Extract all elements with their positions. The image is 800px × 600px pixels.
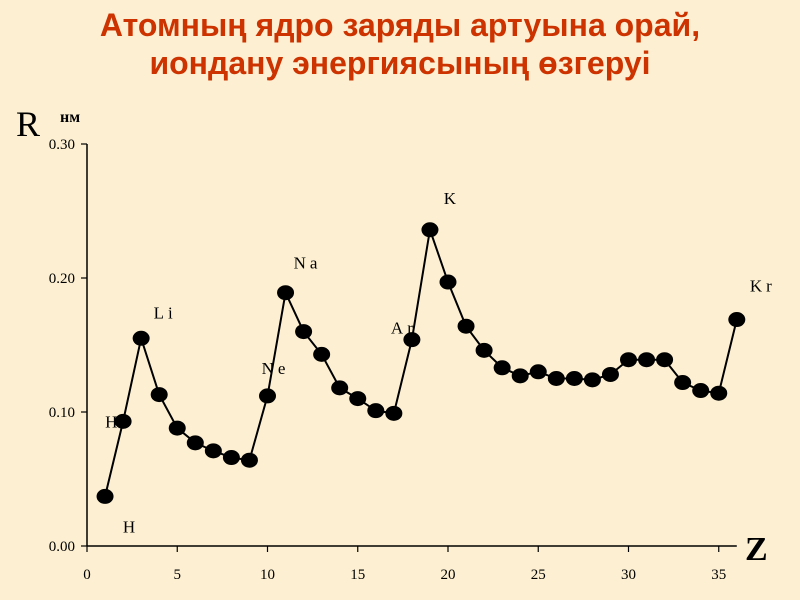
- y-tick-label: 0.30: [49, 137, 75, 153]
- data-point: [728, 312, 746, 328]
- element-label: Ar: [391, 319, 417, 338]
- data-point: [96, 488, 114, 504]
- element-label: Kr: [750, 277, 776, 296]
- x-tick-label: 35: [711, 567, 726, 583]
- chart-ticks: 0.00 0.10 0.20 0.30 0 5 10 15 20 25 30 35: [49, 137, 727, 583]
- data-point: [656, 352, 674, 368]
- chart-series: [96, 222, 746, 504]
- data-point: [439, 274, 457, 290]
- data-point: [259, 388, 276, 404]
- data-point: [457, 318, 475, 334]
- data-point: [493, 360, 511, 376]
- data-point: [638, 352, 656, 368]
- x-tick-label: 15: [350, 567, 365, 583]
- data-point: [475, 342, 493, 358]
- data-point: [186, 435, 204, 451]
- data-point: [385, 405, 403, 421]
- data-point: [240, 452, 258, 468]
- data-point: [331, 380, 349, 396]
- data-point: [132, 330, 150, 346]
- element-label: Na: [294, 254, 322, 273]
- x-tick-label: 20: [441, 567, 456, 583]
- title-line-1: Атомның ядро заряды артуына орай,: [99, 7, 701, 43]
- y-tick-label: 0.00: [49, 539, 75, 555]
- data-point: [692, 383, 710, 399]
- data-point: [313, 346, 331, 362]
- element-label: H: [123, 517, 139, 536]
- chart-title: Атомның ядро заряды артуына орай, иондан…: [0, 6, 800, 82]
- x-tick-label: 25: [531, 567, 546, 583]
- x-tick-label: 0: [83, 567, 91, 583]
- data-point: [547, 371, 565, 386]
- element-label: Ne: [262, 359, 290, 378]
- data-point: [529, 364, 547, 380]
- data-point: [277, 285, 295, 301]
- data-point: [620, 352, 637, 368]
- data-point: [295, 324, 313, 340]
- x-tick-label: 5: [174, 567, 182, 583]
- y-axis-label: R: [16, 104, 40, 144]
- element-label: He: [105, 412, 133, 431]
- data-point: [168, 420, 186, 436]
- data-point: [565, 371, 583, 386]
- title-line-2: иондану энергиясының өзгеруі: [149, 45, 651, 81]
- data-point: [403, 332, 421, 348]
- x-tick-label: 10: [260, 567, 275, 583]
- data-point: [583, 372, 601, 388]
- data-point: [674, 375, 692, 391]
- data-point: [601, 366, 619, 382]
- y-tick-label: 0.20: [49, 271, 75, 287]
- element-label: K: [444, 189, 460, 208]
- data-point: [150, 387, 168, 403]
- data-point: [349, 391, 367, 407]
- data-point: [204, 443, 222, 459]
- y-axis-unit: нм: [60, 109, 80, 126]
- data-point: [710, 385, 728, 401]
- x-tick-label: 30: [621, 567, 636, 583]
- data-point: [421, 222, 439, 238]
- data-point: [114, 413, 132, 429]
- data-point: [222, 450, 240, 466]
- data-point: [367, 403, 385, 419]
- element-label: Li: [154, 303, 177, 322]
- data-point: [511, 368, 529, 384]
- x-axis-label: Z: [745, 531, 768, 568]
- y-tick-label: 0.10: [49, 405, 75, 421]
